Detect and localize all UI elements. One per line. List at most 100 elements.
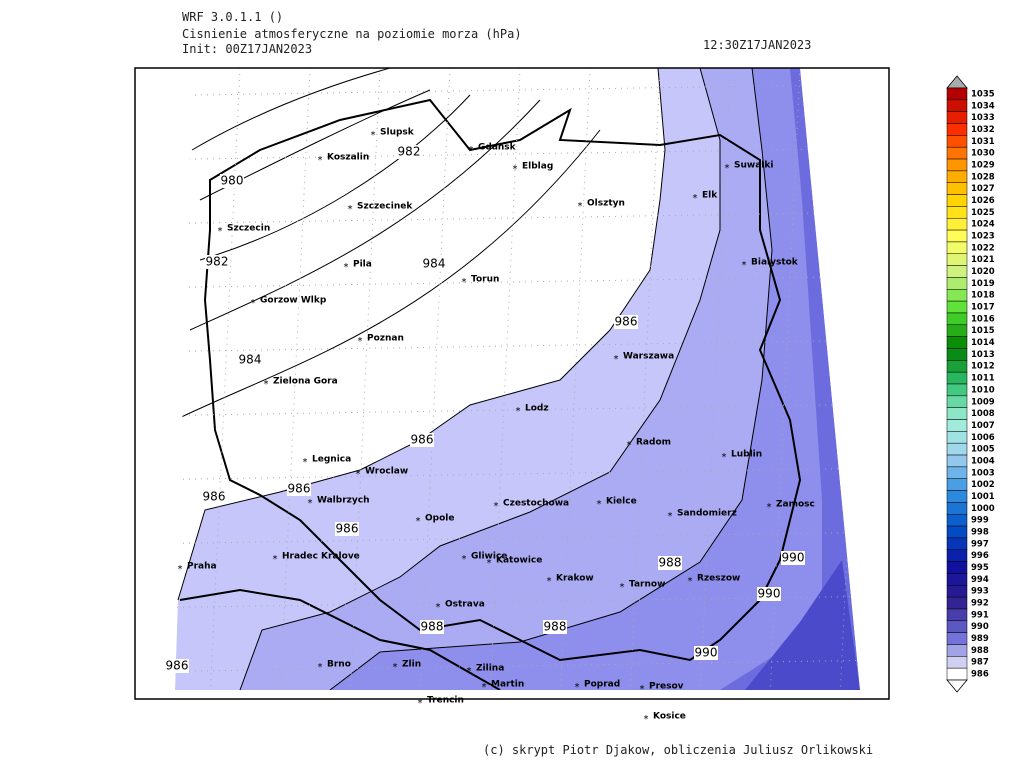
colorbar-swatch	[946, 217, 968, 231]
colorbar-label: 998	[971, 528, 989, 538]
colorbar-label: 1003	[971, 468, 995, 478]
city-marker: *	[371, 130, 376, 141]
colorbar-swatch	[946, 277, 968, 290]
colorbar-swatch	[946, 194, 968, 207]
colorbar-label: 1012	[971, 362, 995, 372]
colorbar-label: 1030	[971, 149, 995, 159]
colorbar-label: 1008	[971, 409, 995, 419]
colorbar-label: 999	[971, 516, 989, 526]
city-marker: *	[614, 354, 619, 365]
city-label: Zilina	[476, 664, 504, 674]
colorbar-label: 989	[971, 634, 989, 644]
colorbar-swatch	[946, 549, 968, 562]
colorbar-label: 1020	[971, 267, 995, 277]
colorbar-swatch	[946, 656, 968, 669]
colorbar-swatch	[946, 383, 968, 397]
city-label: Legnica	[312, 455, 351, 465]
colorbar-swatch	[946, 253, 968, 266]
city-label: Wroclaw	[365, 467, 408, 477]
contour-label: 988	[421, 620, 444, 634]
city-marker: *	[597, 499, 602, 510]
colorbar-swatch	[946, 182, 968, 195]
contour-label: 980	[221, 174, 244, 188]
colorbar-swatch	[946, 478, 968, 491]
city-marker: *	[487, 558, 492, 569]
contour-label: 982	[398, 145, 421, 159]
contour-label: 988	[544, 620, 567, 634]
city-label: Torun	[471, 275, 499, 285]
city-label: Kosice	[653, 712, 686, 722]
city-marker: *	[742, 260, 747, 271]
city-marker: *	[218, 226, 223, 237]
city-marker: *	[436, 602, 441, 613]
colorbar-swatch	[946, 513, 968, 527]
city-label: Zielona Gora	[273, 377, 338, 387]
contour-label: 990	[695, 646, 718, 660]
fill-994	[745, 560, 860, 690]
labels: * Slupsk * Koszalin * Gdansk * Elblag * Szczecine…	[165, 128, 815, 725]
colorbar-label: 987	[971, 658, 989, 668]
city-label: Rzeszow	[697, 574, 740, 584]
colorbar-label: 997	[971, 539, 989, 549]
city-label: Brno	[327, 660, 351, 670]
city-marker: *	[722, 452, 727, 463]
colorbar-swatch	[946, 360, 968, 373]
valid-time: 12:30Z17JAN2023	[703, 38, 811, 52]
colorbar-swatch	[946, 561, 968, 574]
city-marker: *	[418, 698, 423, 709]
colorbar-label: 1005	[971, 445, 995, 455]
colorbar-label: 1010	[971, 385, 995, 395]
colorbar-swatch	[946, 206, 968, 219]
city-marker: *	[318, 662, 323, 673]
colorbar-label: 1018	[971, 291, 995, 301]
colorbar-top-arrow	[946, 75, 968, 89]
city-marker: *	[494, 501, 499, 512]
isobar	[175, 129, 601, 421]
colorbar-swatch	[946, 454, 968, 468]
contour-label-bg	[335, 522, 359, 536]
city-label: Szczecinek	[357, 202, 413, 212]
city-marker: *	[356, 469, 361, 480]
colorbar-label: 1014	[971, 338, 995, 348]
contour-label-bg	[694, 646, 718, 660]
colorbar-label: 991	[971, 610, 989, 620]
colorbar-label: 1001	[971, 492, 995, 502]
city-marker: *	[767, 502, 772, 513]
city-marker: *	[467, 666, 472, 677]
city-label: Lublin	[731, 450, 762, 460]
colorbar-label: 1000	[971, 504, 995, 514]
colorbar-swatch	[946, 573, 968, 586]
city-marker: *	[469, 145, 474, 156]
isobar	[177, 68, 666, 601]
colorbar-swatch	[946, 324, 968, 337]
borders	[179, 98, 802, 690]
city-marker: *	[547, 576, 552, 587]
colorbar-swatch	[946, 371, 968, 385]
colorbar-label: 1025	[971, 208, 995, 218]
city-label: Warszawa	[623, 352, 674, 362]
contour-label-bg	[420, 620, 444, 634]
city-label: Trencin	[427, 696, 464, 706]
colorbar-swatch	[946, 111, 968, 124]
contour-label: 982	[206, 255, 229, 269]
city-label: Sandomierz	[677, 509, 737, 519]
colorbar-label: 993	[971, 587, 989, 597]
contour-label: 986	[411, 433, 434, 447]
colorbar-swatch	[946, 135, 968, 148]
map-title: Cisnienie atmosferyczne na poziomie morz…	[182, 27, 522, 41]
colorbar-label: 1022	[971, 243, 995, 253]
city-marker: *	[358, 336, 363, 347]
city-label: Koszalin	[327, 153, 369, 163]
city-marker: *	[575, 682, 580, 693]
colorbar-swatch	[946, 667, 968, 681]
contour-label: 990	[782, 551, 805, 565]
colorbar-swatch	[946, 431, 968, 444]
colorbar-swatch	[946, 466, 968, 479]
colorbar-label: 1034	[971, 101, 995, 111]
city-label: Walbrzych	[317, 496, 370, 506]
contour-label: 986	[615, 315, 638, 329]
isobar	[329, 68, 773, 690]
country-border	[179, 588, 501, 690]
colorbar-swatch	[946, 442, 968, 456]
city-label: Czestochowa	[503, 499, 569, 509]
